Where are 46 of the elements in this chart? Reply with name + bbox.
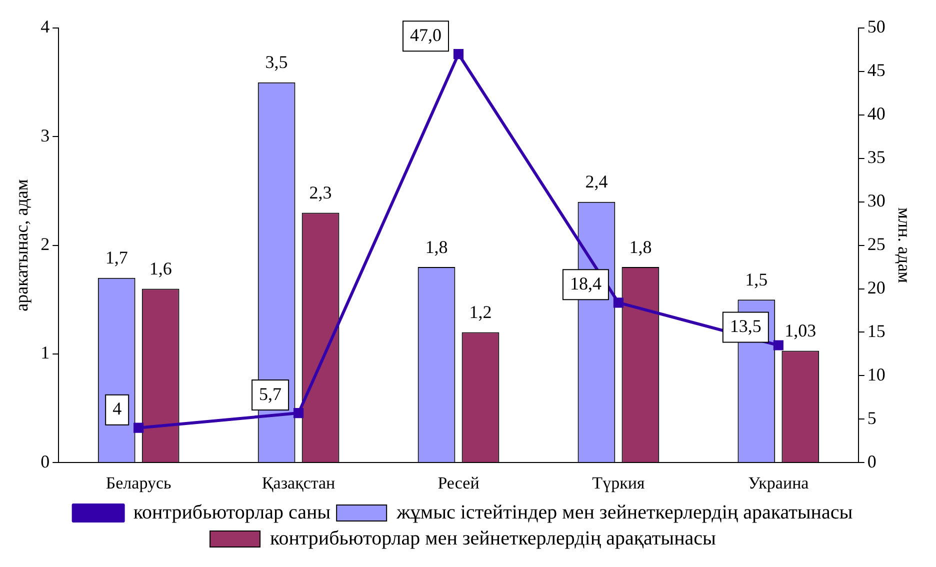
y-tick-label: 4	[40, 16, 50, 37]
y2-tick-label: 5	[867, 408, 876, 428]
x-tick-label: Украина	[748, 473, 810, 492]
point	[294, 408, 304, 418]
data-label: 2,3	[309, 182, 332, 202]
point	[134, 422, 144, 433]
data-label: 3,5	[265, 52, 288, 72]
data-label: 18,4	[570, 273, 602, 294]
data-label: 1,2	[469, 302, 492, 322]
x-tick-label: Қазақстан	[262, 473, 336, 492]
y-tick-label: 3	[40, 125, 50, 146]
y-axis-title: аракатынас, адам	[12, 179, 32, 312]
data-label: 1,5	[745, 269, 768, 290]
y2-tick-label: 50	[867, 16, 886, 37]
y2-tick-label: 10	[867, 364, 886, 384]
y2-tick-label: 30	[867, 190, 886, 211]
y-tick-label: 1	[40, 342, 50, 363]
data-label: 5,7	[259, 384, 282, 404]
data-label: 2,4	[585, 172, 608, 192]
data-label: 47,0	[410, 24, 442, 45]
point	[773, 340, 784, 350]
data-label: 13,5	[730, 316, 762, 336]
data-label: 1,8	[425, 236, 448, 257]
y2-tick-label: 25	[867, 234, 886, 254]
point	[613, 298, 624, 308]
x-tick-label: Ресей	[438, 473, 480, 492]
y-tick-label: 0	[40, 451, 50, 472]
point	[453, 49, 464, 60]
y2-tick-label: 35	[867, 147, 886, 168]
y-tick-label: 2	[40, 234, 50, 254]
legend-label: жұмыс істейтіндер мен зейнеткерлердің аракатынасы	[396, 501, 853, 524]
y2-tick-label: 15	[867, 320, 886, 341]
legend-label: контрибьюторлар мен зейнеткерлердің арақатынасы	[270, 527, 716, 550]
y2-tick-label: 45	[867, 60, 886, 80]
data-label: 4	[112, 398, 122, 419]
data-label: 1,7	[105, 248, 128, 268]
y2-tick-label: 40	[867, 104, 886, 124]
data-label: 1,8	[629, 236, 652, 257]
x-tick-label: Беларусь	[106, 473, 172, 492]
y2-tick-label: 20	[867, 277, 886, 298]
data-label: 1,6	[149, 258, 172, 278]
y2-axis-title: млн. адам	[894, 208, 914, 284]
legend-label: контрибьюторлар саны	[133, 501, 331, 524]
y2-tick-label: 0	[867, 451, 876, 472]
x-tick-label: Түркия	[592, 473, 645, 492]
data-label: 1,03	[784, 320, 816, 340]
